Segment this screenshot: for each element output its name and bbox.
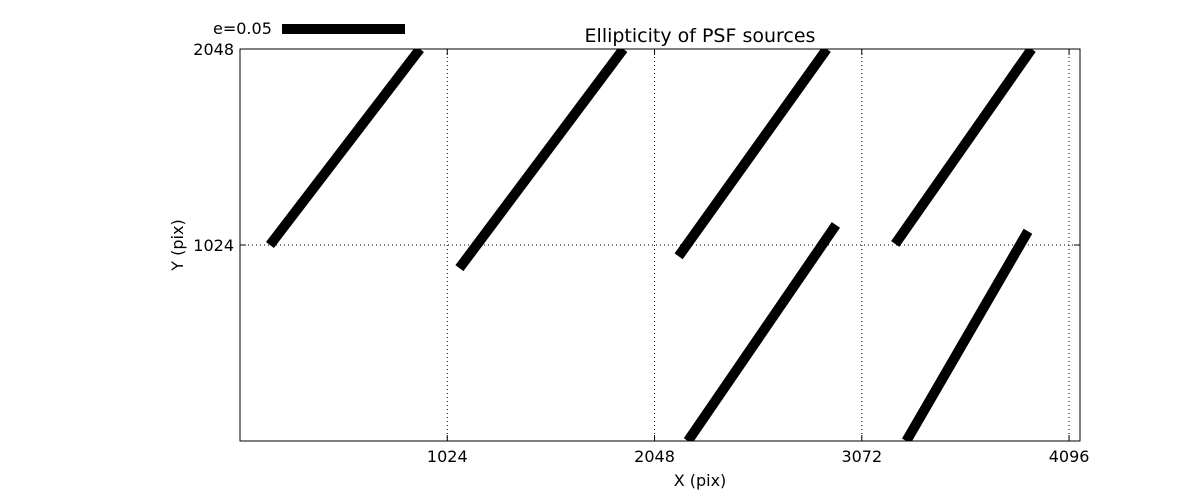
x-axis-label: X (pix) — [674, 471, 727, 490]
psf-stick — [455, 49, 628, 272]
chart-title: Ellipticity of PSF sources — [585, 25, 816, 47]
x-tick-label: 3072 — [841, 447, 882, 466]
psf-stick — [902, 228, 1033, 441]
grid-lines — [240, 48, 1080, 441]
psf-stick — [891, 49, 1036, 247]
y-axis-label: Y (pix) — [168, 219, 187, 271]
psf-sticks — [265, 49, 1036, 441]
x-tick-label: 4096 — [1049, 447, 1090, 466]
x-tick-label: 2048 — [634, 447, 675, 466]
psf-stick — [683, 222, 841, 441]
y-tick-label: 2048 — [193, 40, 234, 59]
axis-ticks: 1024 2048 3072 4096 1024 2048 — [193, 40, 1089, 466]
x-tick-label: 1024 — [427, 447, 468, 466]
psf-stick — [674, 49, 831, 260]
legend-label: e=0.05 — [213, 19, 272, 38]
psf-stick — [265, 49, 424, 249]
legend: e=0.05 — [213, 19, 405, 38]
y-tick-label: 1024 — [193, 236, 234, 255]
